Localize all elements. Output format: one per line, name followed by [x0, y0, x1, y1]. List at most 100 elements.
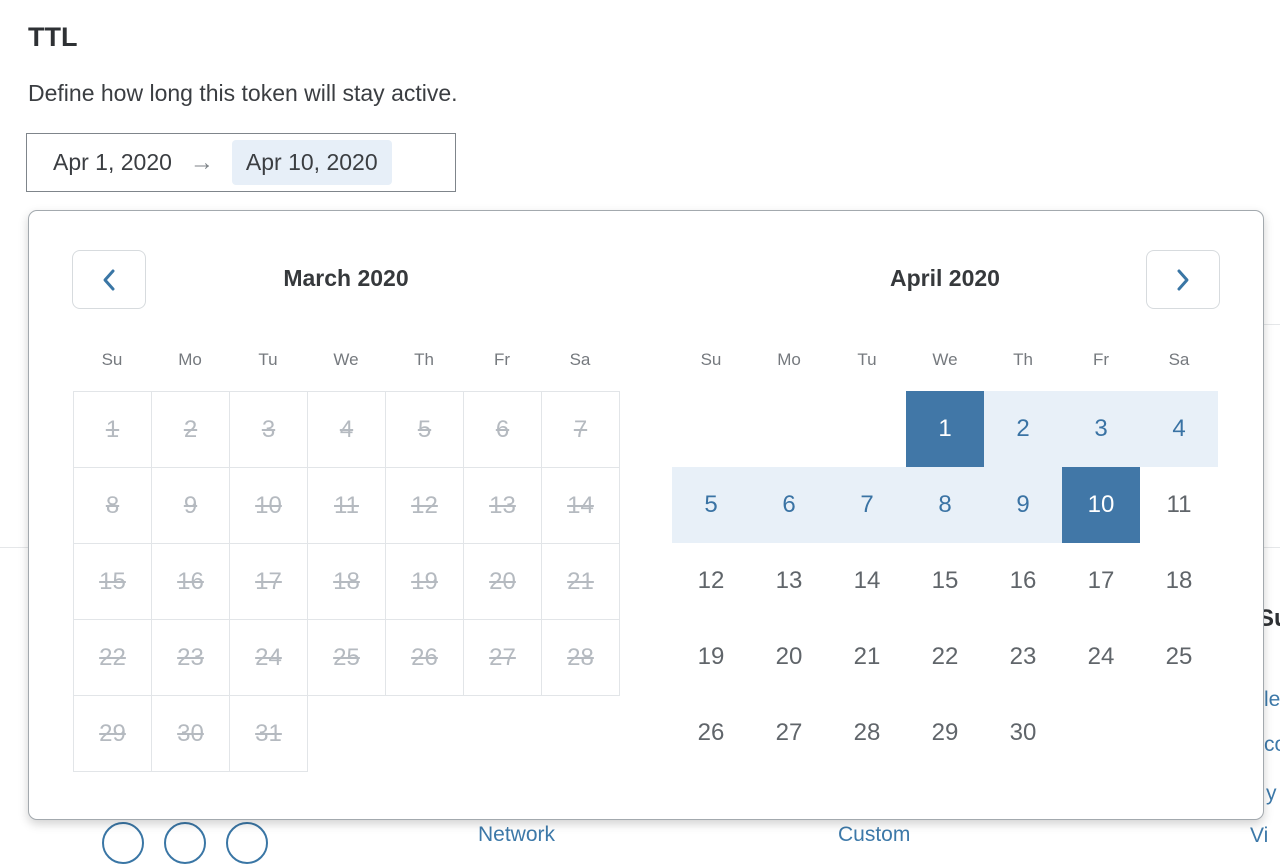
step-circle-3[interactable] — [226, 822, 268, 864]
day-cell-march-2020-18: 18 — [307, 543, 386, 620]
month-title-march: March 2020 — [283, 265, 409, 291]
day-cell-march-2020-25: 25 — [307, 619, 386, 696]
day-cell-april-2020-4[interactable]: 4 — [1140, 391, 1218, 467]
day-cell-march-2020-6: 6 — [463, 391, 542, 468]
day-cell-march-2020-30: 30 — [151, 695, 230, 772]
day-cell-april-2020-10[interactable]: 10 — [1062, 467, 1140, 543]
day-cell-april-2020-1[interactable]: 1 — [906, 391, 984, 467]
day-cell-empty — [750, 391, 828, 467]
background-link-fragment-4[interactable]: Vi — [1250, 824, 1269, 847]
day-cell-march-2020-9: 9 — [151, 467, 230, 544]
weekday-row-april: Su Mo Tu We Th Fr Sa — [672, 350, 1218, 370]
day-cell-empty — [542, 696, 620, 772]
weekday-label-fr: Fr — [493, 350, 511, 369]
calendar-week-row: 29 30 31 — [73, 695, 620, 772]
day-cell-empty — [828, 391, 906, 467]
day-cell-april-2020-5[interactable]: 5 — [672, 467, 750, 543]
day-cell-march-2020-13: 13 — [463, 467, 542, 544]
network-link[interactable]: Network — [478, 823, 556, 846]
step-circle-2[interactable] — [164, 822, 206, 864]
day-cell-march-2020-17: 17 — [229, 543, 308, 620]
day-cell-march-2020-3: 3 — [229, 391, 308, 468]
weekday-row-march: Su Mo Tu We Th Fr Sa — [73, 350, 619, 370]
weekday-label-tu: Tu — [258, 350, 278, 369]
day-cell-april-2020-29[interactable]: 29 — [931, 719, 959, 746]
day-cell-april-2020-7[interactable]: 7 — [828, 467, 906, 543]
end-date-value[interactable]: Apr 10, 2020 — [231, 140, 392, 185]
day-cell-april-2020-12[interactable]: 12 — [697, 567, 725, 594]
day-cell-april-2020-9[interactable]: 9 — [984, 467, 1062, 543]
background-link-fragment-1[interactable]: le — [1264, 688, 1280, 711]
weekday-label-th: Th — [1013, 350, 1033, 369]
day-cell-march-2020-11: 11 — [307, 467, 386, 544]
day-cell-march-2020-23: 23 — [151, 619, 230, 696]
weekday-label-we: We — [333, 350, 359, 369]
previous-month-button[interactable] — [72, 250, 146, 309]
calendar-week-row: 12 13 14 15 16 17 18 — [672, 543, 1218, 619]
day-cell-march-2020-4: 4 — [307, 391, 386, 468]
day-cell-march-2020-15: 15 — [73, 543, 152, 620]
day-cell-march-2020-14: 14 — [541, 467, 620, 544]
day-cell-march-2020-2: 2 — [151, 391, 230, 468]
day-cell-march-2020-5: 5 — [385, 391, 464, 468]
day-cell-march-2020-28: 28 — [541, 619, 620, 696]
day-cell-april-2020-25[interactable]: 25 — [1165, 643, 1193, 670]
day-cell-april-2020-13[interactable]: 13 — [775, 567, 803, 594]
day-cell-april-2020-16[interactable]: 16 — [1009, 567, 1037, 594]
day-cell-april-2020-26[interactable]: 26 — [697, 719, 725, 746]
march-grid: 1 2 3 4 5 6 7 8 9 10 11 12 13 14 15 16 17 18 19 20 21 22 23 24 2… — [73, 391, 620, 772]
day-cell-empty — [464, 696, 542, 772]
day-cell-april-2020-22[interactable]: 22 — [931, 643, 959, 670]
next-month-button[interactable] — [1146, 250, 1220, 309]
background-link-fragment-2[interactable]: co — [1264, 733, 1280, 756]
day-cell-april-2020-30[interactable]: 30 — [1009, 719, 1037, 746]
day-cell-april-2020-8[interactable]: 8 — [906, 467, 984, 543]
day-cell-march-2020-1: 1 — [73, 391, 152, 468]
day-cell-march-2020-22: 22 — [73, 619, 152, 696]
day-cell-march-2020-20: 20 — [463, 543, 542, 620]
day-cell-april-2020-24[interactable]: 24 — [1087, 643, 1115, 670]
chevron-right-icon — [1175, 268, 1191, 292]
custom-link[interactable]: Custom — [838, 823, 911, 846]
calendar-week-row: 26 27 28 29 30 — [672, 695, 1218, 771]
page-title: TTL — [28, 22, 78, 52]
day-cell-april-2020-17[interactable]: 17 — [1087, 567, 1115, 594]
weekday-label-tu: Tu — [857, 350, 877, 369]
weekday-label-su: Su — [700, 350, 722, 369]
day-cell-april-2020-21[interactable]: 21 — [853, 643, 881, 670]
day-cell-march-2020-27: 27 — [463, 619, 542, 696]
day-cell-april-2020-23[interactable]: 23 — [1009, 643, 1037, 670]
day-cell-empty — [672, 391, 750, 467]
day-cell-april-2020-11[interactable]: 11 — [1166, 491, 1192, 518]
day-cell-march-2020-10: 10 — [229, 467, 308, 544]
date-range-input[interactable]: Apr 1, 2020 → Apr 10, 2020 — [26, 133, 456, 192]
weekday-label-mo: Mo — [777, 350, 801, 369]
april-grid: 1 2 3 4 5 6 7 8 9 10 11 12 13 14 15 16 17 18 19 20 21 22 23 24 2… — [672, 391, 1218, 771]
day-cell-april-2020-20[interactable]: 20 — [775, 643, 803, 670]
day-cell-march-2020-8: 8 — [73, 467, 152, 544]
day-cell-march-2020-31: 31 — [229, 695, 308, 772]
day-cell-empty — [1062, 695, 1140, 771]
day-cell-april-2020-18[interactable]: 18 — [1165, 567, 1193, 594]
day-cell-march-2020-29: 29 — [73, 695, 152, 772]
day-cell-march-2020-16: 16 — [151, 543, 230, 620]
day-cell-april-2020-3[interactable]: 3 — [1062, 391, 1140, 467]
page-description: Define how long this token will stay act… — [28, 80, 458, 106]
day-cell-april-2020-27[interactable]: 27 — [775, 719, 803, 746]
day-cell-april-2020-14[interactable]: 14 — [853, 567, 881, 594]
arrow-right-icon: → — [189, 148, 214, 176]
calendar-week-row: 19 20 21 22 23 24 25 — [672, 619, 1218, 695]
month-title-april: April 2020 — [890, 265, 1000, 291]
day-cell-april-2020-15[interactable]: 15 — [931, 567, 959, 594]
background-link-fragment-3[interactable]: y — [1266, 782, 1277, 805]
day-cell-april-2020-28[interactable]: 28 — [853, 719, 881, 746]
day-cell-april-2020-2[interactable]: 2 — [984, 391, 1062, 467]
day-cell-march-2020-24: 24 — [229, 619, 308, 696]
day-cell-april-2020-6[interactable]: 6 — [750, 467, 828, 543]
day-cell-april-2020-19[interactable]: 19 — [697, 643, 725, 670]
weekday-label-sa: Sa — [1168, 350, 1190, 369]
step-circle-1[interactable] — [102, 822, 144, 864]
start-date-value[interactable]: Apr 1, 2020 — [53, 149, 172, 175]
calendar-week-row: 5 6 7 8 9 10 11 — [672, 467, 1218, 543]
